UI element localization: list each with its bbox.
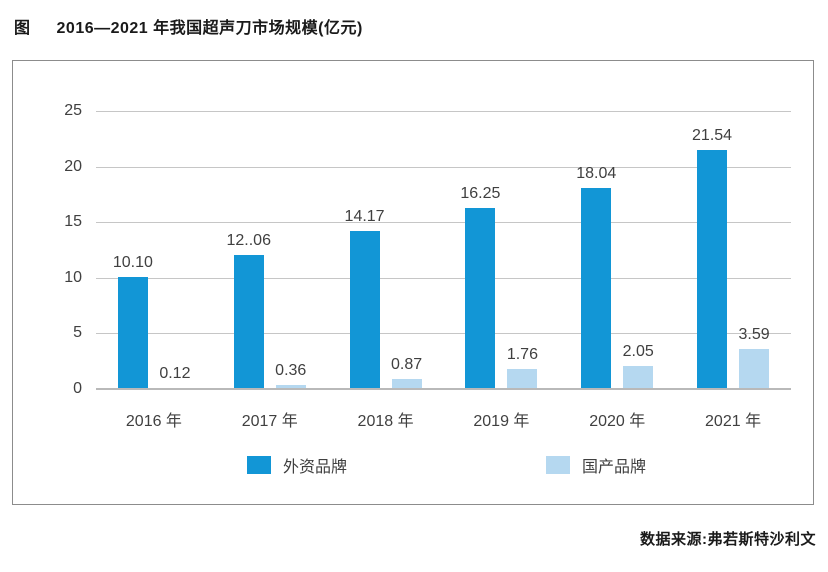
y-tick-25: 25 bbox=[64, 102, 82, 119]
value-label-foreign-3: 16.25 bbox=[460, 185, 501, 203]
barwrap-domestic-3: 1.76 bbox=[506, 111, 538, 389]
x-tick-2017年: 2017 年 bbox=[241, 413, 298, 430]
x-axis-labels: 2016 年 2017 年 2018 年 2019 年 2020 年 2021 年 bbox=[96, 407, 791, 431]
gridline-25 bbox=[96, 111, 791, 112]
value-label-foreign-5: 21.54 bbox=[692, 126, 733, 144]
y-tick-15: 15 bbox=[64, 213, 82, 231]
bar-foreign-4 bbox=[581, 188, 612, 389]
bar-domestic-1 bbox=[275, 385, 306, 389]
value-label-foreign-2: 14.17 bbox=[344, 208, 385, 226]
barwrap-domestic-1: 0.36 bbox=[275, 111, 307, 389]
barwrap-foreign-4: 18.04 bbox=[576, 111, 616, 389]
bar-domestic-3 bbox=[507, 369, 538, 389]
value-label-domestic-5: 3.59 bbox=[738, 326, 770, 344]
figure-title-prefix: 图 bbox=[14, 20, 31, 37]
value-label-domestic-3: 1.76 bbox=[506, 346, 538, 364]
value-label-domestic-0: 0.12 bbox=[159, 364, 191, 382]
barwrap-domestic-5: 3.59 bbox=[738, 111, 770, 389]
plot-area: 0 5 10 15 20 25 10.10 0.12 12..06 0.36 14.17 0.87 1… bbox=[64, 103, 791, 397]
value-label-domestic-2: 0.87 bbox=[390, 356, 423, 374]
bar-group-2019年: 16.25 1.76 bbox=[443, 111, 559, 389]
legend-item-foreign: 外资品牌 bbox=[247, 453, 347, 477]
value-label-domestic-1: 0.36 bbox=[275, 362, 307, 379]
value-label-foreign-0: 10.10 bbox=[112, 253, 153, 271]
gridline-5 bbox=[96, 333, 791, 335]
barwrap-foreign-2: 14.17 bbox=[345, 111, 385, 389]
barwrap-foreign-0: 10.10 bbox=[113, 111, 153, 389]
x-axis-line bbox=[96, 388, 791, 390]
bar-group-2017年: 12..06 0.36 bbox=[212, 111, 328, 389]
barwrap-foreign-5: 21.54 bbox=[692, 111, 732, 389]
bar-foreign-2 bbox=[349, 231, 380, 389]
bar-domestic-5 bbox=[739, 349, 770, 389]
chart-panel: 0 5 10 15 20 25 10.10 0.12 12..06 0.36 14.17 0.87 1… bbox=[12, 60, 814, 505]
y-tick-5: 5 bbox=[73, 324, 82, 342]
bar-group-2016年: 10.10 0.12 bbox=[96, 111, 212, 389]
legend-swatch-foreign bbox=[247, 456, 271, 474]
data-source: 数据来源:弗若斯特沙利文 bbox=[640, 531, 816, 548]
bar-domestic-2 bbox=[391, 379, 422, 389]
bar-group-2020年: 18.04 2.05 bbox=[559, 111, 675, 389]
legend-label-foreign: 外资品牌 bbox=[283, 459, 348, 476]
bar-groups: 10.10 0.12 12..06 0.36 14.17 0.87 16.25 1.76 18.… bbox=[96, 111, 791, 389]
bar-foreign-0 bbox=[117, 276, 148, 389]
value-label-foreign-1: 12..06 bbox=[226, 231, 271, 249]
barwrap-foreign-1: 12..06 bbox=[226, 111, 271, 389]
x-tick-2019年: 2019 年 bbox=[473, 413, 530, 430]
x-tick-2021年: 2021 年 bbox=[705, 413, 762, 430]
bar-foreign-5 bbox=[697, 149, 728, 389]
figure-title: 图 2016—2021 年我国超声刀市场规模(亿元) bbox=[14, 14, 363, 38]
legend-label-domestic: 国产品牌 bbox=[582, 459, 647, 476]
gridline-20 bbox=[96, 166, 791, 168]
figure-title-text: 2016—2021 年我国超声刀市场规模(亿元) bbox=[56, 20, 363, 37]
legend-swatch-domestic bbox=[546, 456, 570, 474]
gridline-15 bbox=[96, 222, 791, 224]
bar-group-2018年: 14.17 0.87 bbox=[328, 111, 444, 389]
barwrap-domestic-4: 2.05 bbox=[622, 111, 654, 389]
bar-foreign-3 bbox=[465, 208, 496, 389]
gridline-10 bbox=[96, 277, 791, 279]
legend-item-domestic: 国产品牌 bbox=[546, 453, 646, 477]
x-tick-2018年: 2018 年 bbox=[357, 413, 414, 430]
y-tick-10: 10 bbox=[64, 268, 82, 286]
y-tick-0: 0 bbox=[73, 380, 82, 397]
bar-foreign-1 bbox=[233, 254, 264, 389]
y-tick-20: 20 bbox=[64, 157, 82, 175]
barwrap-domestic-0: 0.12 bbox=[159, 111, 191, 389]
barwrap-domestic-2: 0.87 bbox=[390, 111, 423, 389]
bar-domestic-4 bbox=[623, 366, 654, 389]
value-label-domestic-4: 2.05 bbox=[622, 343, 654, 361]
value-label-foreign-4: 18.04 bbox=[576, 165, 617, 183]
x-tick-2020年: 2020 年 bbox=[589, 413, 646, 430]
barwrap-foreign-3: 16.25 bbox=[460, 111, 500, 389]
bar-group-2021年: 21.54 3.59 bbox=[675, 111, 791, 389]
x-tick-2016年: 2016 年 bbox=[125, 413, 182, 430]
